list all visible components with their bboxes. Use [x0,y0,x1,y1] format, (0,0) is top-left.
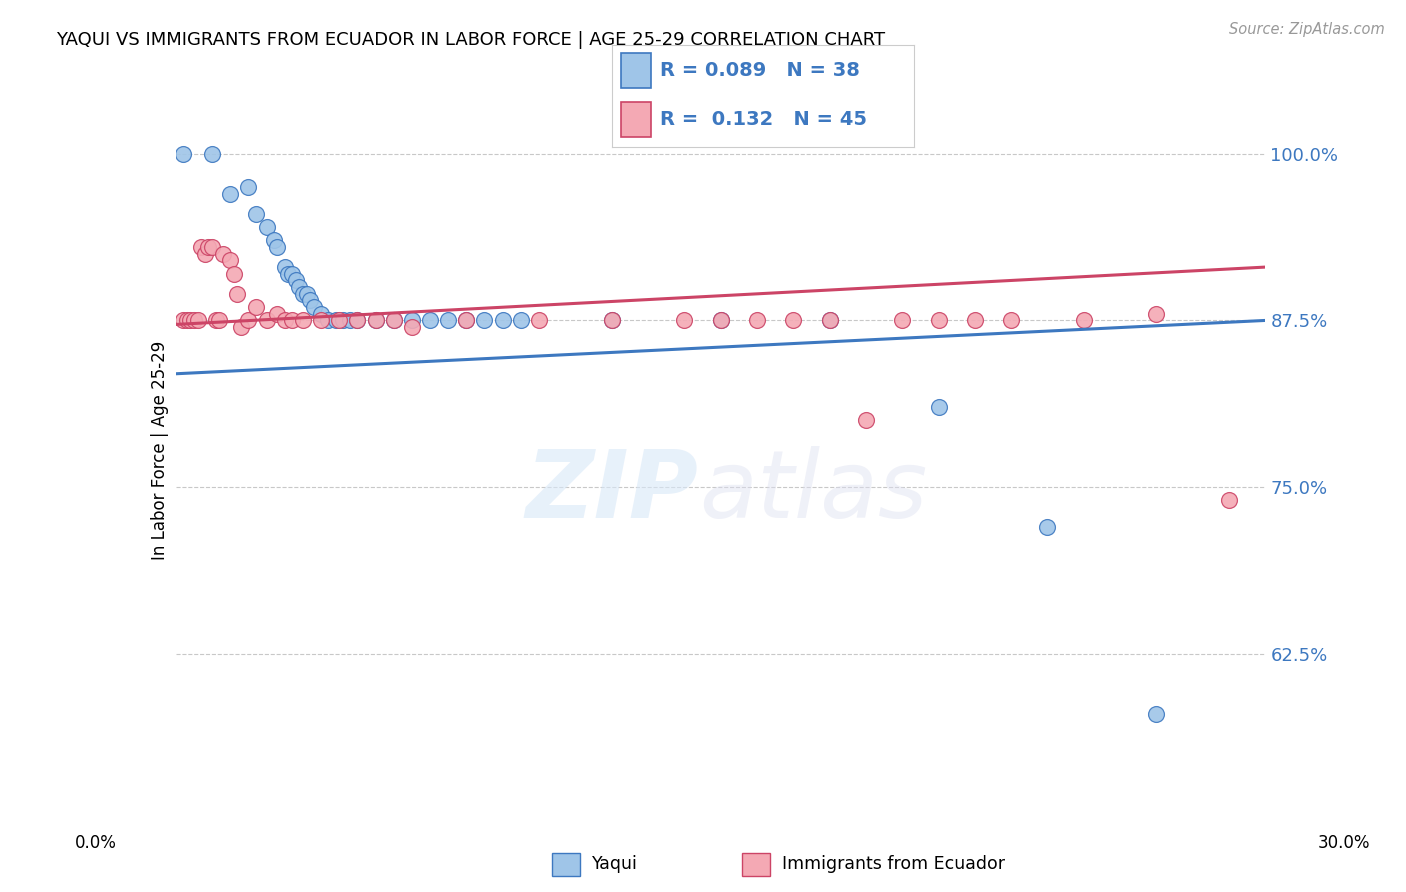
Point [437,313,460,327]
Point [1000,313,1022,327]
Text: R = 0.089   N = 38: R = 0.089 N = 38 [659,61,860,79]
Point [281,267,304,281]
Point [782,313,804,327]
Point [1073,313,1095,327]
Text: atlas: atlas [699,446,927,537]
Point [710,313,733,327]
Point [928,400,950,414]
Point [509,313,531,327]
Text: R =  0.132   N = 45: R = 0.132 N = 45 [659,110,868,129]
Point [281,313,304,327]
Point [291,286,314,301]
Point [201,240,224,254]
Bar [620,53,651,87]
Point [928,313,950,327]
Point [263,234,285,248]
Point [274,260,297,274]
Point [364,313,387,327]
Text: Immigrants from Ecuador: Immigrants from Ecuador [782,855,1005,873]
Point [600,313,623,327]
Point [309,313,332,327]
Text: YAQUI VS IMMIGRANTS FROM ECUADOR IN LABOR FORCE | AGE 25-29 CORRELATION CHART: YAQUI VS IMMIGRANTS FROM ECUADOR IN LABO… [56,31,886,49]
Point [176,313,198,327]
Point [710,313,733,327]
Point [186,313,209,327]
Point [238,313,260,327]
Point [325,313,347,327]
Y-axis label: In Labor Force | Age 25-29: In Labor Force | Age 25-29 [150,341,169,560]
Point [527,313,550,327]
Point [201,146,224,161]
Point [245,207,267,221]
Point [179,313,201,327]
Point [1146,706,1168,721]
Point [600,313,623,327]
Point [231,320,253,334]
Point [302,300,325,314]
Point [219,253,242,268]
Point [190,240,212,254]
Text: Source: ZipAtlas.com: Source: ZipAtlas.com [1229,22,1385,37]
Point [277,267,299,281]
Point [346,313,368,327]
Point [256,220,278,235]
Text: ZIP: ZIP [526,446,699,538]
Bar [551,853,581,876]
Point [1218,493,1240,508]
Point [673,313,696,327]
Point [419,313,441,327]
Point [208,313,231,327]
Text: Yaqui: Yaqui [592,855,638,873]
Point [266,240,288,254]
Point [401,320,423,334]
Point [226,286,249,301]
Point [474,313,496,327]
Point [818,313,841,327]
Point [172,146,194,161]
Point [222,267,245,281]
Point [295,286,318,301]
Point [183,313,205,327]
Point [891,313,914,327]
Point [346,313,368,327]
Point [492,313,515,327]
Text: 30.0%: 30.0% [1317,834,1371,852]
Point [172,313,194,327]
Point [339,313,361,327]
Point [245,300,267,314]
Point [382,313,405,327]
Point [274,313,297,327]
Text: 0.0%: 0.0% [75,834,117,852]
Point [266,307,288,321]
Point [238,180,260,194]
Point [309,307,332,321]
Point [1146,307,1168,321]
Point [963,313,986,327]
Bar [742,853,770,876]
Point [219,186,242,201]
Point [284,273,307,287]
Point [456,313,478,327]
Point [364,313,387,327]
Point [401,313,423,327]
Point [204,313,226,327]
Point [745,313,768,327]
Point [1036,520,1059,534]
Point [291,313,314,327]
Point [194,246,217,260]
Point [328,313,350,327]
Point [299,293,322,308]
Point [855,413,877,427]
Point [288,280,311,294]
Point [212,246,235,260]
Point [456,313,478,327]
Point [197,240,219,254]
Bar [620,102,651,137]
Point [318,313,340,327]
Point [332,313,354,327]
Point [256,313,278,327]
Point [818,313,841,327]
Point [382,313,405,327]
